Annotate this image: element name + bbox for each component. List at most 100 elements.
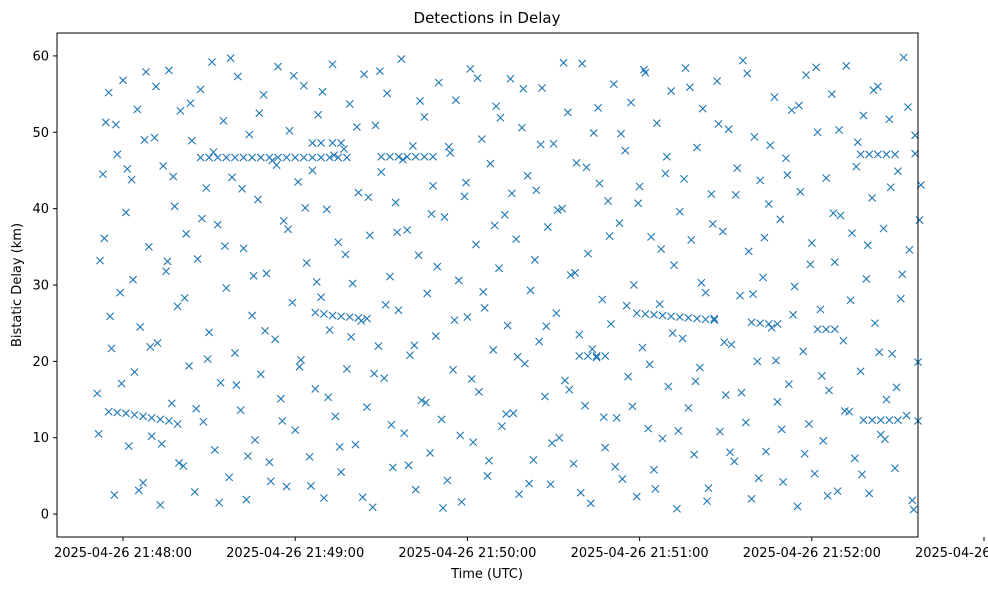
data-point [228,173,237,182]
data-point [743,69,752,78]
data-point [434,78,443,87]
track-point [893,416,902,425]
data-point [662,152,671,161]
data-point [668,329,677,338]
data-point [599,413,608,422]
data-point [289,71,298,80]
data-point [331,412,340,421]
data-point [586,499,595,508]
data-point [345,100,354,109]
data-point [858,470,867,479]
data-point [747,494,756,503]
data-point [605,232,614,241]
data-point [852,162,861,171]
data-point [839,336,848,345]
data-point [566,271,575,280]
data-point [335,442,344,451]
data-point [337,468,346,477]
track-point [291,153,300,162]
data-point [299,81,308,90]
data-point [197,214,206,223]
data-point [691,377,700,386]
data-point [604,197,613,205]
data-point [869,86,878,95]
data-point [317,293,326,302]
data-point [720,338,729,347]
data-point [302,258,311,267]
track-point [873,150,882,159]
data-point [680,174,689,183]
data-point [129,275,138,284]
data-point [781,154,790,163]
track-point [385,152,394,161]
track-point [147,413,156,422]
data-point [638,343,647,352]
data-point [502,410,511,419]
data-point [385,272,394,281]
data-point [253,195,262,204]
data-point [130,368,139,377]
data-point [540,392,549,401]
data-point [804,419,813,428]
data-point [209,148,218,157]
data-point [96,256,105,265]
data-point [393,228,402,237]
data-point [789,310,798,319]
data-point [674,426,683,435]
data-point [703,497,712,506]
data-point [377,167,386,176]
data-point [827,90,836,99]
data-point [532,186,541,195]
data-point [555,433,564,442]
data-point [423,289,432,298]
data-point [848,229,856,238]
data-point [543,222,552,231]
data-point [615,219,624,228]
track-point [319,310,328,319]
track-point [345,313,354,322]
data-point [150,133,159,142]
data-point [571,268,580,277]
track-point [156,415,165,424]
data-point [134,486,143,495]
track-point [658,311,667,320]
chart-title: Detections in Delay [414,9,561,27]
data-point [536,140,545,149]
data-point [398,155,407,164]
data-point [718,227,727,236]
data-point [397,54,406,63]
data-point [427,209,436,218]
data-point [915,216,924,225]
data-point [348,279,357,288]
data-point [180,293,189,302]
data-point [672,504,681,513]
data-point [670,261,679,270]
data-point [282,482,291,491]
data-point [157,439,166,448]
track-point [130,410,139,419]
data-point [296,355,305,364]
data-point [446,148,455,157]
data-point [756,176,765,185]
track-point [701,315,710,324]
data-point [588,345,597,354]
data-point [167,399,176,408]
data-point [766,141,775,150]
data-point [513,352,522,361]
data-point [469,438,478,447]
data-point [764,200,773,209]
track-point [891,150,900,159]
data-point [546,480,555,489]
data-point [684,403,693,412]
data-point [822,174,831,183]
data-point [486,159,495,168]
data-point [589,129,598,138]
data-point [572,158,581,167]
x-axis-label: Time (UTC) [450,567,523,582]
data-point [352,122,361,131]
data-point [450,316,459,325]
data-point [274,62,282,71]
data-point [708,219,717,228]
data-point [226,54,235,63]
data-point [750,132,759,141]
